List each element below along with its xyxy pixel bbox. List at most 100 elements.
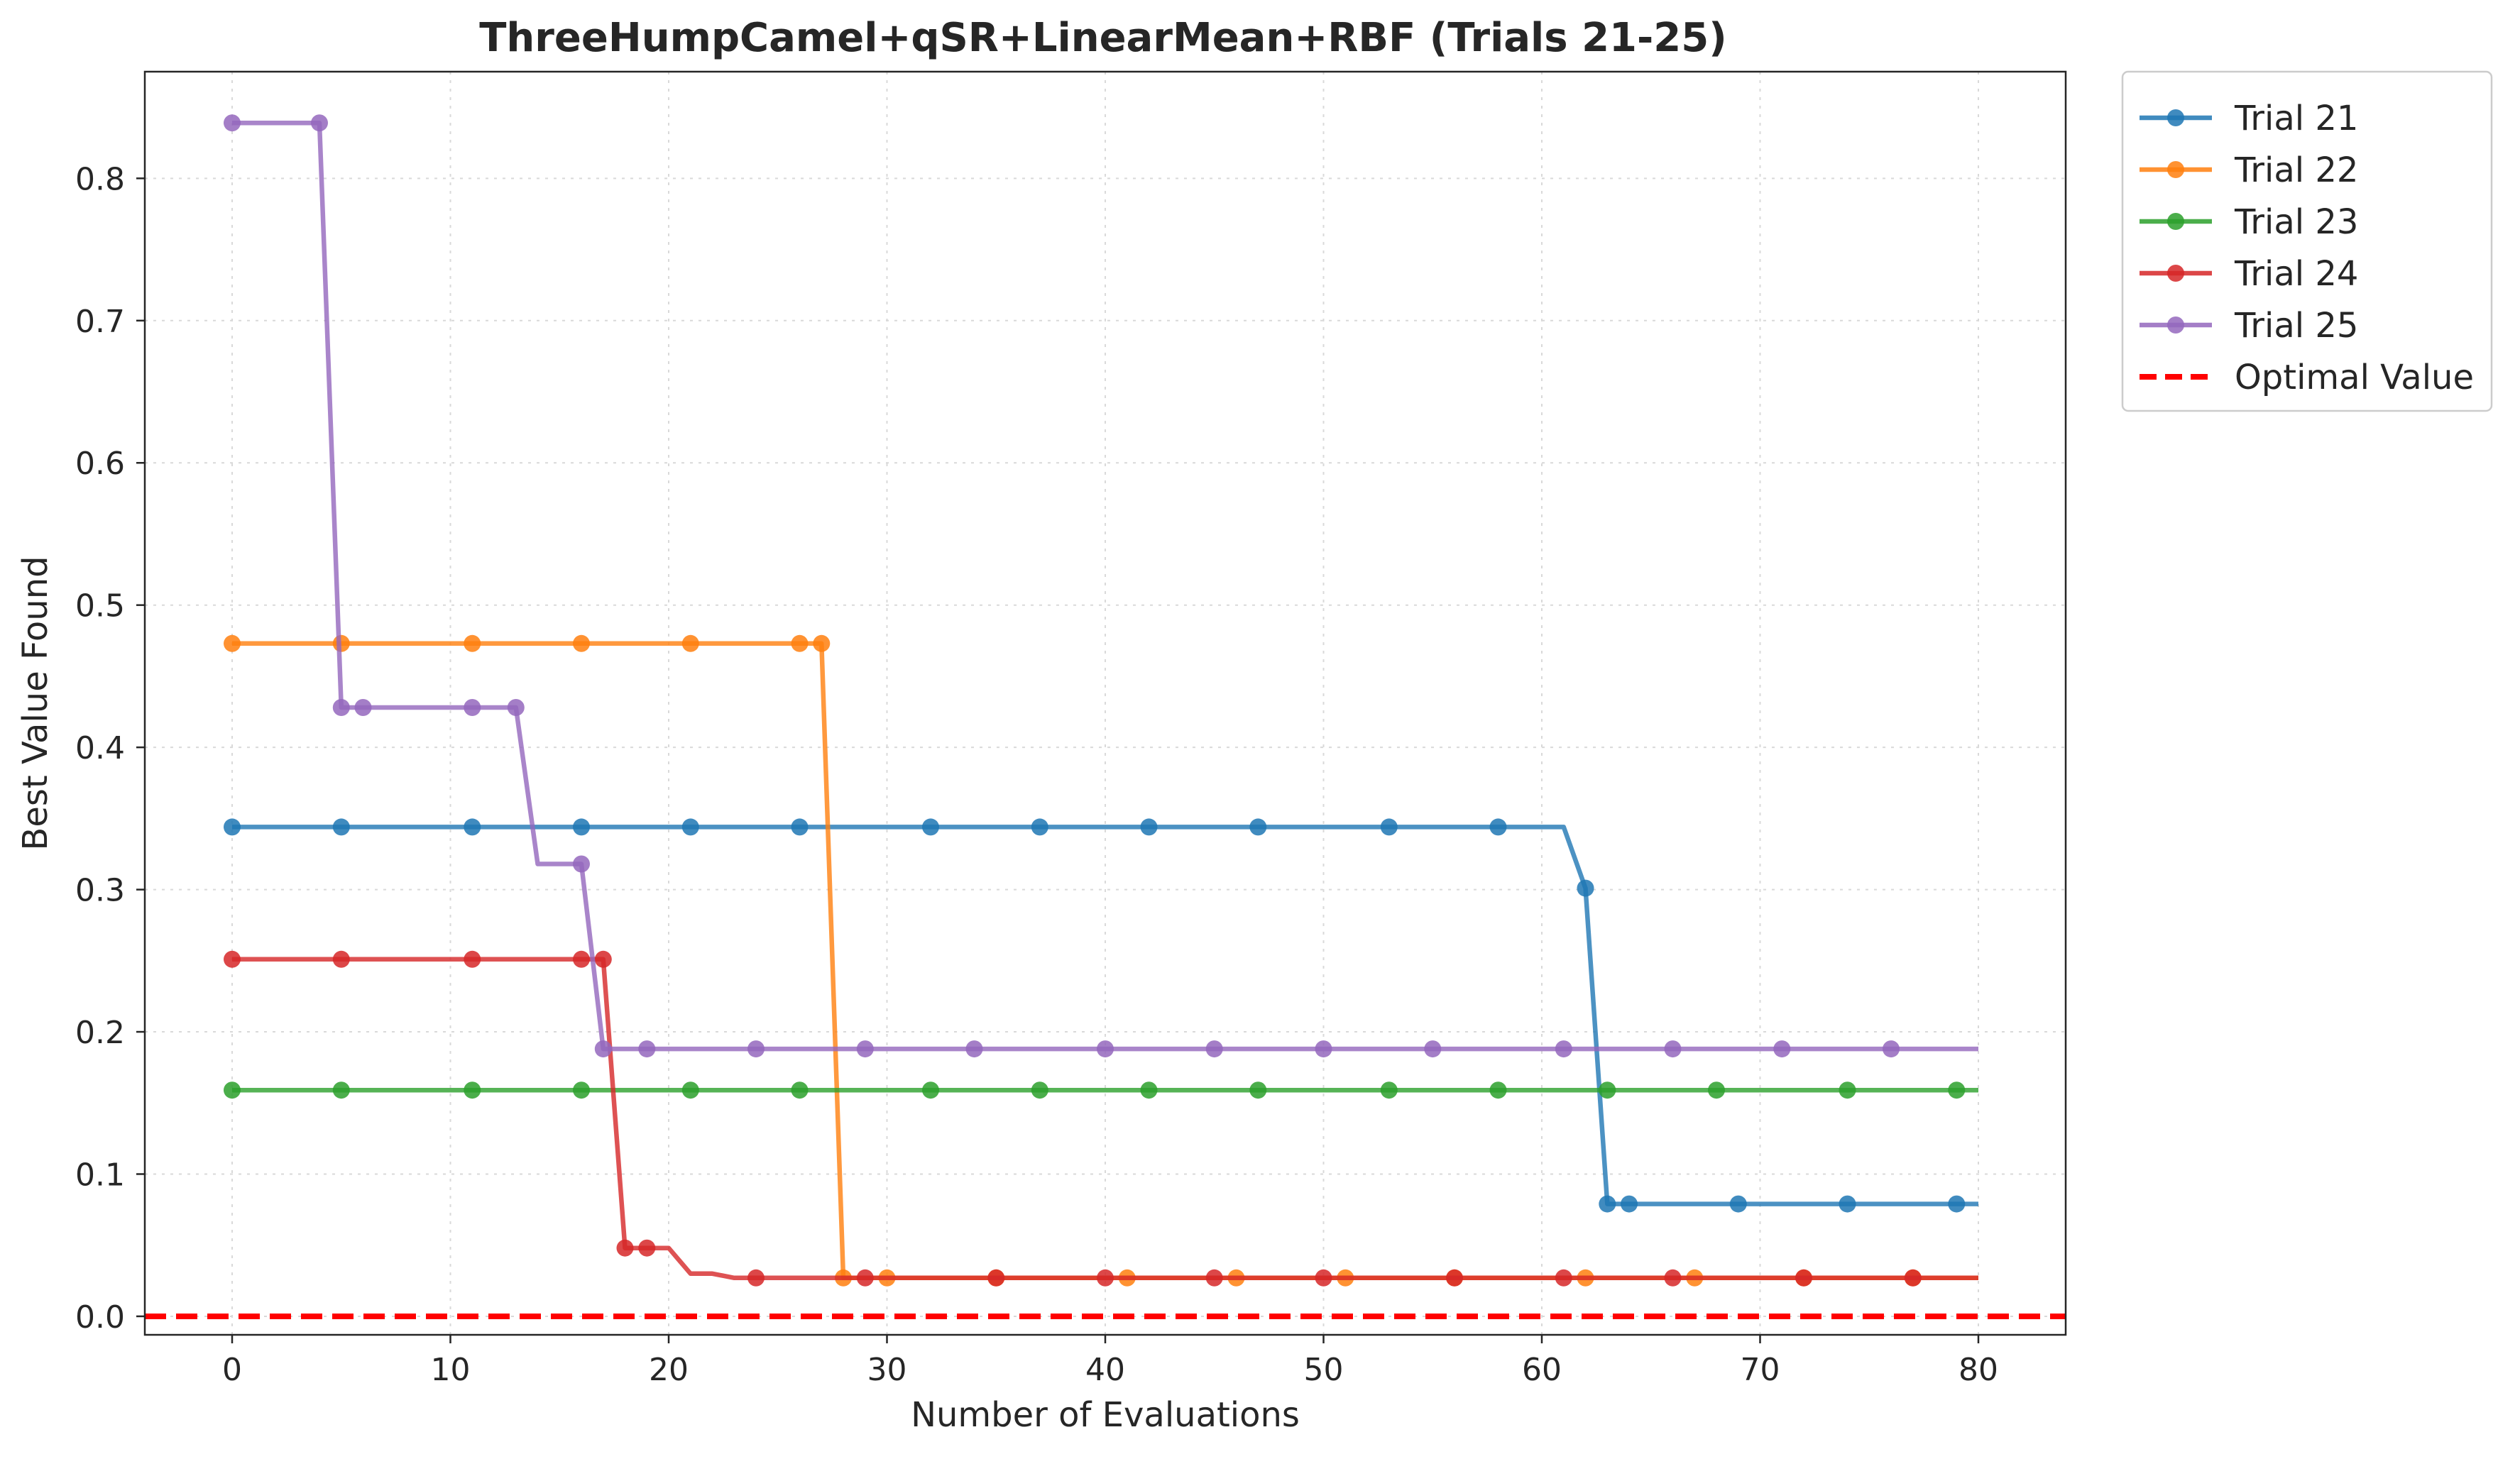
data-point <box>1599 1195 1616 1213</box>
data-point <box>1140 1081 1158 1099</box>
y-tick-label: 0.3 <box>75 873 125 909</box>
legend-marker <box>2167 109 2184 126</box>
data-point <box>332 699 350 716</box>
data-point <box>464 950 481 968</box>
legend-marker <box>2167 316 2184 334</box>
data-point <box>747 1269 765 1287</box>
data-point <box>1097 1040 1114 1058</box>
data-point <box>791 1081 809 1099</box>
data-point <box>311 114 328 132</box>
x-axis-label: Number of Evaluations <box>911 1395 1300 1435</box>
data-point <box>224 950 241 968</box>
data-point <box>1729 1195 1747 1213</box>
data-point <box>638 1239 656 1257</box>
data-point <box>616 1239 634 1257</box>
grid <box>145 72 2066 1335</box>
data-point <box>1489 1081 1507 1099</box>
data-point <box>464 699 481 716</box>
data-point <box>1315 1040 1332 1058</box>
legend-box <box>2121 70 2493 412</box>
data-point <box>922 1081 939 1099</box>
data-point <box>1599 1081 1616 1099</box>
legend-entry-trial-3: Trial 23 <box>2140 202 2358 242</box>
data-point <box>1249 1081 1267 1099</box>
y-axis-label: Best Value Found <box>16 556 55 850</box>
legend-label: Trial 25 <box>2234 306 2358 346</box>
data-point <box>1664 1040 1682 1058</box>
data-point <box>332 1081 350 1099</box>
data-point <box>224 1081 241 1099</box>
data-point <box>747 1040 765 1058</box>
legend-label: Optimal Value <box>2235 358 2474 397</box>
data-point <box>681 818 699 836</box>
data-point <box>332 818 350 836</box>
data-point <box>813 634 831 652</box>
x-tick-label: 40 <box>1085 1352 1125 1388</box>
series-3 <box>224 1081 1978 1099</box>
data-point <box>1097 1269 1114 1287</box>
legend-entry-trial-4: Trial 24 <box>2140 254 2358 294</box>
data-point <box>354 699 372 716</box>
data-point <box>965 1040 983 1058</box>
y-tick-label: 0.5 <box>75 588 125 624</box>
data-point <box>332 950 350 968</box>
y-tick-label: 0.1 <box>75 1157 125 1193</box>
data-point <box>1577 879 1594 897</box>
series-1 <box>224 818 1978 1213</box>
series-4 <box>224 950 1978 1287</box>
series-line <box>232 120 1978 1052</box>
data-point <box>594 1040 612 1058</box>
data-point <box>987 1269 1005 1287</box>
data-point <box>573 950 590 968</box>
data-point <box>573 1081 590 1099</box>
data-point <box>464 818 481 836</box>
legend-label: Trial 23 <box>2234 202 2358 242</box>
data-point <box>638 1040 656 1058</box>
legend-label: Trial 22 <box>2234 150 2358 190</box>
chart-title: ThreeHumpCamel+qSR+LinearMean+RBF (Trial… <box>479 15 1727 61</box>
y-axis-ticks: 0.0 0.1 0.2 0.3 0.4 0.5 0.6 0.7 0.8 <box>75 161 145 1336</box>
data-point <box>224 634 241 652</box>
data-point <box>1446 1269 1463 1287</box>
data-point <box>1031 818 1048 836</box>
y-tick-label: 0.2 <box>75 1015 125 1051</box>
legend-marker <box>2167 213 2184 230</box>
data-point <box>1249 818 1267 836</box>
data-point <box>1904 1269 1922 1287</box>
data-point <box>1839 1081 1856 1099</box>
data-point <box>1380 818 1398 836</box>
data-point <box>1424 1040 1442 1058</box>
data-point <box>594 950 612 968</box>
x-tick-label: 0 <box>222 1352 242 1388</box>
data-point <box>1621 1195 1638 1213</box>
data-point <box>1205 1040 1223 1058</box>
legend-marker <box>2167 161 2184 178</box>
data-point <box>573 634 590 652</box>
x-tick-label: 60 <box>1522 1352 1562 1388</box>
legend-label: Trial 24 <box>2234 254 2358 294</box>
data-point <box>791 634 809 652</box>
data-point <box>856 1269 874 1287</box>
x-tick-label: 50 <box>1304 1352 1344 1388</box>
data-point <box>856 1040 874 1058</box>
data-point <box>1140 818 1158 836</box>
data-point <box>791 818 809 836</box>
data-point <box>573 855 590 873</box>
data-point <box>1883 1040 1900 1058</box>
x-tick-label: 80 <box>1959 1352 1998 1388</box>
x-axis-ticks: 0 10 20 30 40 50 60 70 80 <box>222 1335 1998 1388</box>
data-point <box>1555 1269 1572 1287</box>
data-point <box>1948 1195 1966 1213</box>
data-point <box>224 818 241 836</box>
legend-entry-trial-2: Trial 22 <box>2140 150 2358 190</box>
x-tick-label: 10 <box>431 1352 471 1388</box>
data-point <box>1205 1269 1223 1287</box>
data-point <box>1948 1081 1966 1099</box>
data-point <box>573 818 590 836</box>
y-tick-label: 0.4 <box>75 730 125 766</box>
legend: Trial 21 Trial 22 Trial 23 Trial 24 Trial 25… <box>2121 70 2493 412</box>
data-point <box>464 634 481 652</box>
series-5 <box>224 114 1978 1058</box>
